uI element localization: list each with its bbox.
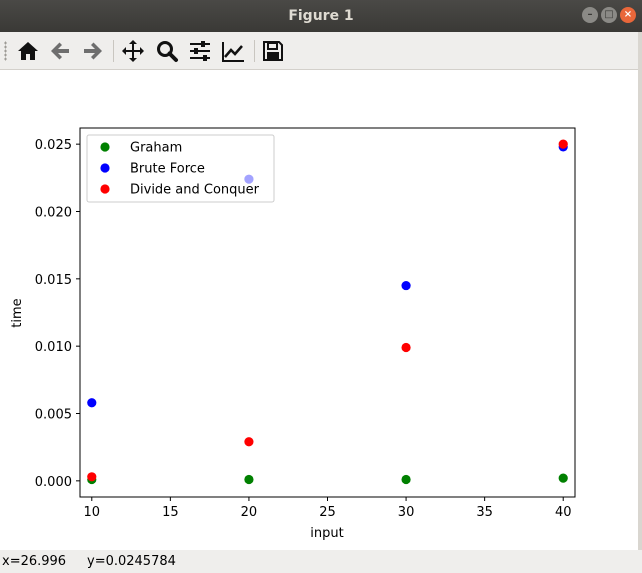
window-controls: – □ × bbox=[582, 7, 636, 23]
data-point bbox=[558, 473, 568, 483]
x-tick-label: 20 bbox=[241, 505, 258, 520]
data-point bbox=[244, 474, 254, 485]
pan-button[interactable] bbox=[121, 39, 145, 63]
data-point bbox=[244, 437, 254, 447]
data-point bbox=[87, 472, 97, 482]
data-point bbox=[558, 139, 568, 149]
toolbar bbox=[0, 32, 642, 70]
x-tick-label: 10 bbox=[84, 505, 101, 520]
forward-icon bbox=[84, 42, 102, 60]
legend-label: Divide and Conquer bbox=[130, 183, 260, 198]
configure-subplots-button[interactable] bbox=[188, 39, 212, 63]
configure-subplots-icon bbox=[190, 41, 210, 61]
pan-icon bbox=[122, 40, 144, 62]
data-point bbox=[244, 174, 254, 184]
edit-axis-icon bbox=[222, 42, 244, 62]
toolbar-separator bbox=[113, 40, 114, 62]
save-icon bbox=[263, 41, 283, 61]
y-axis: 0.000 0.005 0.010 0.015 0.020 0.025 bbox=[35, 138, 80, 490]
x-axis: 10 15 20 25 30 35 40 bbox=[84, 497, 572, 520]
x-tick-label: 25 bbox=[319, 505, 336, 520]
legend: Graham Brute Force Divide and Conquer bbox=[86, 134, 275, 203]
legend-box bbox=[86, 134, 275, 203]
data-point bbox=[401, 342, 411, 353]
y-tick-label: 0.000 bbox=[35, 475, 72, 490]
window-edge bbox=[638, 32, 642, 550]
legend-marker bbox=[100, 142, 110, 152]
maximize-button[interactable]: □ bbox=[601, 7, 617, 23]
save-button[interactable] bbox=[261, 39, 285, 63]
toolbar-separator bbox=[254, 40, 255, 62]
home-icon bbox=[18, 42, 38, 60]
minimize-button[interactable]: – bbox=[582, 7, 598, 23]
y-tick-label: 0.010 bbox=[35, 340, 72, 355]
data-point bbox=[87, 398, 97, 408]
edit-axis-button[interactable] bbox=[221, 39, 245, 63]
forward-button[interactable] bbox=[80, 39, 104, 63]
y-tick-label: 0.015 bbox=[35, 273, 72, 288]
title-bar: Figure 1 – □ × bbox=[0, 0, 642, 32]
y-coordinate-readout: y=0.0245784 bbox=[87, 554, 176, 569]
close-button[interactable]: × bbox=[620, 7, 636, 23]
legend-marker bbox=[100, 163, 110, 173]
toolbar-grip bbox=[4, 41, 7, 61]
data-point bbox=[401, 280, 411, 291]
home-button[interactable] bbox=[16, 39, 40, 63]
x-tick-label: 15 bbox=[162, 505, 179, 520]
x-coordinate-readout: x=26.996 bbox=[2, 554, 67, 569]
x-tick-label: 30 bbox=[398, 505, 415, 520]
legend-marker bbox=[100, 184, 110, 194]
legend-label: Graham bbox=[130, 141, 182, 156]
scatter-plot[interactable]: 10 15 20 25 30 35 40 0.000 0.005 0.010 0.015 0.020… bbox=[0, 70, 642, 550]
window-title: Figure 1 bbox=[288, 8, 354, 24]
y-tick-label: 0.025 bbox=[35, 138, 72, 153]
figure-canvas[interactable]: 10 15 20 25 30 35 40 0.000 0.005 0.010 0.015 0.020… bbox=[0, 70, 642, 550]
status-bar: x=26.996 y=0.0245784 bbox=[0, 550, 642, 573]
y-tick-label: 0.005 bbox=[35, 408, 72, 423]
y-tick-label: 0.020 bbox=[35, 205, 72, 220]
x-tick-label: 40 bbox=[555, 505, 572, 520]
legend-label: Brute Force bbox=[130, 162, 205, 177]
x-axis-label: input bbox=[310, 526, 343, 541]
y-axis-label: time bbox=[10, 298, 25, 327]
zoom-icon bbox=[157, 41, 178, 62]
back-button[interactable] bbox=[49, 39, 73, 63]
back-icon bbox=[51, 42, 69, 60]
x-tick-label: 35 bbox=[476, 505, 493, 520]
zoom-button[interactable] bbox=[155, 39, 179, 63]
data-point bbox=[401, 474, 411, 485]
